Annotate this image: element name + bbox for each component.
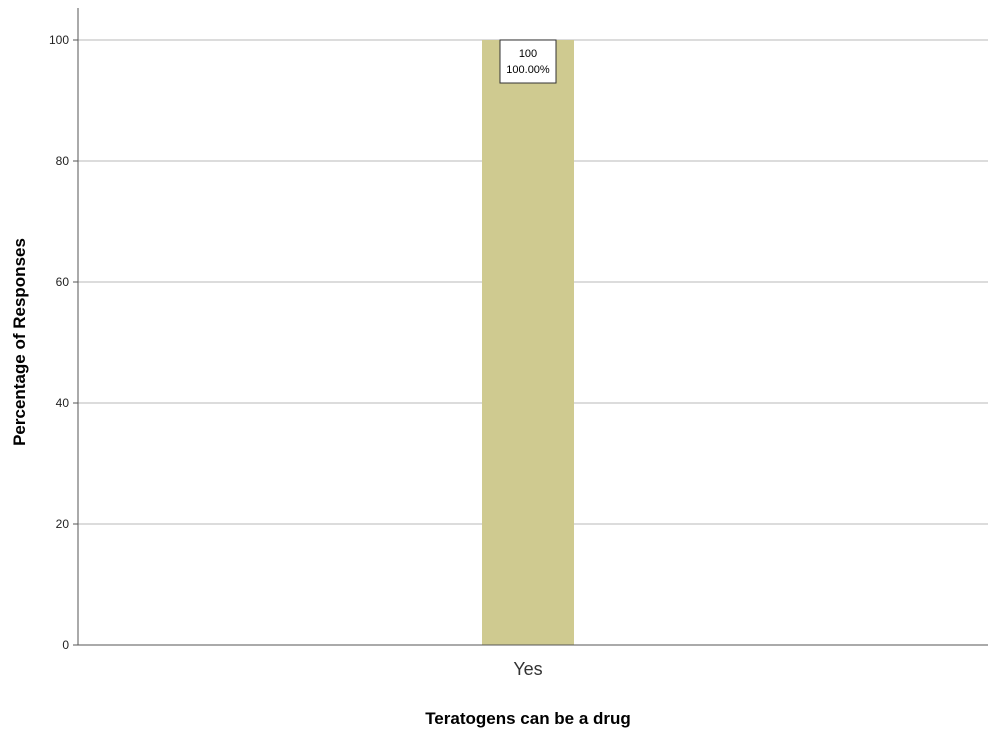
bar-yes	[482, 40, 574, 645]
y-tick-label: 0	[62, 638, 69, 652]
y-tick-labels: 0 20 40 60 80 100	[49, 33, 78, 652]
x-axis-title: Teratogens can be a drug	[425, 709, 631, 728]
data-label-count: 100	[519, 48, 537, 60]
y-tick-label: 100	[49, 33, 69, 47]
axes	[77, 8, 988, 646]
data-label-box	[499, 39, 557, 84]
data-label: 100 100.00%	[499, 39, 557, 84]
x-tick-labels: Yes	[513, 659, 542, 679]
data-label-percent: 100.00%	[506, 64, 550, 76]
y-axis-title: Percentage of Responses	[10, 238, 29, 446]
x-tick-label: Yes	[513, 659, 542, 679]
data-labels: 100 100.00%	[499, 39, 557, 84]
y-tick-label: 60	[56, 275, 70, 289]
y-tick-label: 20	[56, 517, 70, 531]
bars	[482, 40, 574, 645]
y-tick-label: 80	[56, 154, 70, 168]
y-tick-label: 40	[56, 396, 70, 410]
